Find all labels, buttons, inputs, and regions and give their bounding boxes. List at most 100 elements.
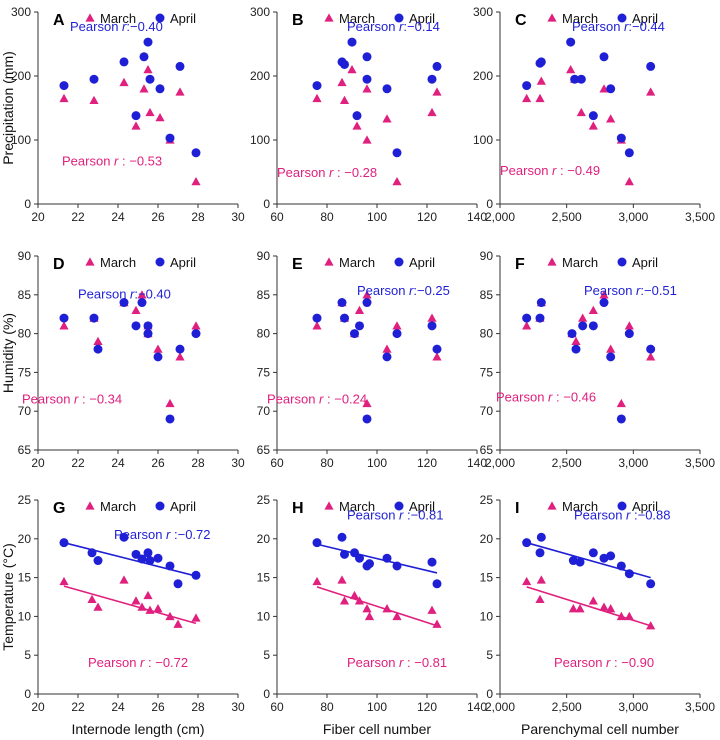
data-point-april <box>578 321 588 331</box>
pearson-prefix: Pearson <box>347 655 399 670</box>
legend-april-marker <box>394 257 404 267</box>
data-point-april <box>59 313 69 323</box>
x-tick-label: 2,000 <box>485 456 515 470</box>
y-tick-label: 85 <box>257 288 271 302</box>
data-point-april <box>355 321 364 331</box>
data-point-march <box>87 594 97 604</box>
data-point-march <box>522 93 532 103</box>
data-point-march <box>536 76 546 85</box>
data-point-april <box>616 133 626 143</box>
y-tick-label: 80 <box>18 327 32 341</box>
x-tick-label: 3,000 <box>618 456 648 470</box>
x-tick-label: 2,000 <box>485 700 515 714</box>
data-point-april <box>588 548 598 558</box>
data-point-march <box>347 65 357 74</box>
data-point-march <box>312 321 322 330</box>
data-point-april <box>350 329 359 339</box>
y-tick-label: 65 <box>257 443 271 457</box>
panel-H: 60 80 100 120 140 0 5 10 15 20 25 H March April Fiber … <box>257 493 488 737</box>
data-point-april <box>606 84 616 94</box>
data-point-march <box>59 576 69 586</box>
y-axis-label: Precipitation (mm) <box>0 51 16 165</box>
data-point-april <box>137 554 147 564</box>
y-tick-label: 80 <box>480 327 494 341</box>
x-tick-label: 28 <box>191 210 205 224</box>
data-point-april <box>312 313 322 323</box>
pearson-r-symbol: r <box>122 19 127 34</box>
y-tick-label: 75 <box>480 365 494 379</box>
pearson-value: : −0.49 <box>556 163 600 178</box>
data-point-march <box>153 344 163 353</box>
x-tick-label: 20 <box>31 210 45 224</box>
legend-march-marker <box>547 257 557 266</box>
data-point-april <box>624 569 634 579</box>
data-point-april <box>365 559 374 569</box>
data-point-april <box>355 553 364 563</box>
data-point-march <box>175 352 185 361</box>
data-point-march <box>337 77 347 87</box>
data-point-april <box>392 148 402 158</box>
data-point-march <box>646 621 656 630</box>
y-tick-label: 25 <box>480 493 494 507</box>
data-point-april <box>145 556 155 566</box>
data-point-april <box>522 538 532 548</box>
data-point-april <box>340 549 349 559</box>
y-tick-label: 0 <box>24 197 31 211</box>
y-tick-label: 0 <box>486 687 493 701</box>
pearson-value: :−0.81 <box>403 507 443 522</box>
data-point-april <box>522 81 532 91</box>
legend-april-label: April <box>170 255 196 270</box>
data-point-april <box>599 298 609 308</box>
data-point-march <box>575 604 585 613</box>
data-point-april <box>59 81 69 91</box>
data-point-march <box>362 290 372 299</box>
data-point-april <box>616 414 626 424</box>
data-point-april <box>175 61 185 71</box>
data-point-april <box>522 313 532 323</box>
y-tick-label: 100 <box>11 133 31 147</box>
x-tick-label: 120 <box>417 700 437 714</box>
pearson-annotation-march: Pearson r : −0.34 <box>22 391 122 406</box>
data-point-april <box>535 313 545 323</box>
legend-april-label: April <box>409 499 435 514</box>
data-point-march <box>354 596 365 605</box>
x-tick-label: 30 <box>231 456 245 470</box>
y-tick-label: 10 <box>480 609 494 623</box>
x-axis-label: Internode length (cm) <box>71 721 204 737</box>
pearson-annotation-april: Pearson r :−0.81 <box>347 507 444 522</box>
data-point-march <box>364 611 375 621</box>
series-april <box>312 532 442 589</box>
data-point-april <box>392 329 402 339</box>
data-point-april <box>606 352 616 362</box>
y-tick-label: 75 <box>18 365 32 379</box>
y-tick-label: 10 <box>18 609 32 623</box>
x-tick-label: 22 <box>71 456 85 470</box>
x-tick-label: 24 <box>111 700 125 714</box>
y-tick-label: 25 <box>257 493 271 507</box>
y-tick-label: 200 <box>11 69 31 83</box>
data-point-april <box>175 344 185 354</box>
y-tick-label: 90 <box>257 249 271 263</box>
x-tick-label: 60 <box>270 456 284 470</box>
data-point-april <box>131 321 141 331</box>
data-point-march <box>191 613 201 622</box>
y-tick-label: 200 <box>473 69 493 83</box>
series-april <box>522 37 656 158</box>
pearson-r-symbol: r <box>140 655 145 670</box>
data-point-march <box>119 575 129 584</box>
data-point-march <box>362 604 372 613</box>
data-point-april <box>347 37 357 47</box>
data-point-april <box>89 313 99 323</box>
data-point-april <box>337 298 347 308</box>
pearson-annotation-april: Pearson r:−0.40 <box>70 19 163 34</box>
pearson-value: :−0.72 <box>170 527 210 542</box>
x-tick-label: 80 <box>320 456 334 470</box>
pearson-annotation-march: Pearson r : −0.49 <box>500 163 600 178</box>
legend-march-marker <box>85 13 95 22</box>
series-march <box>522 575 656 630</box>
pearson-prefix: Pearson <box>496 390 548 405</box>
pearson-annotation-march: Pearson r : −0.90 <box>554 655 654 670</box>
data-point-april <box>588 111 598 121</box>
pearson-r-symbol: r <box>552 163 557 178</box>
